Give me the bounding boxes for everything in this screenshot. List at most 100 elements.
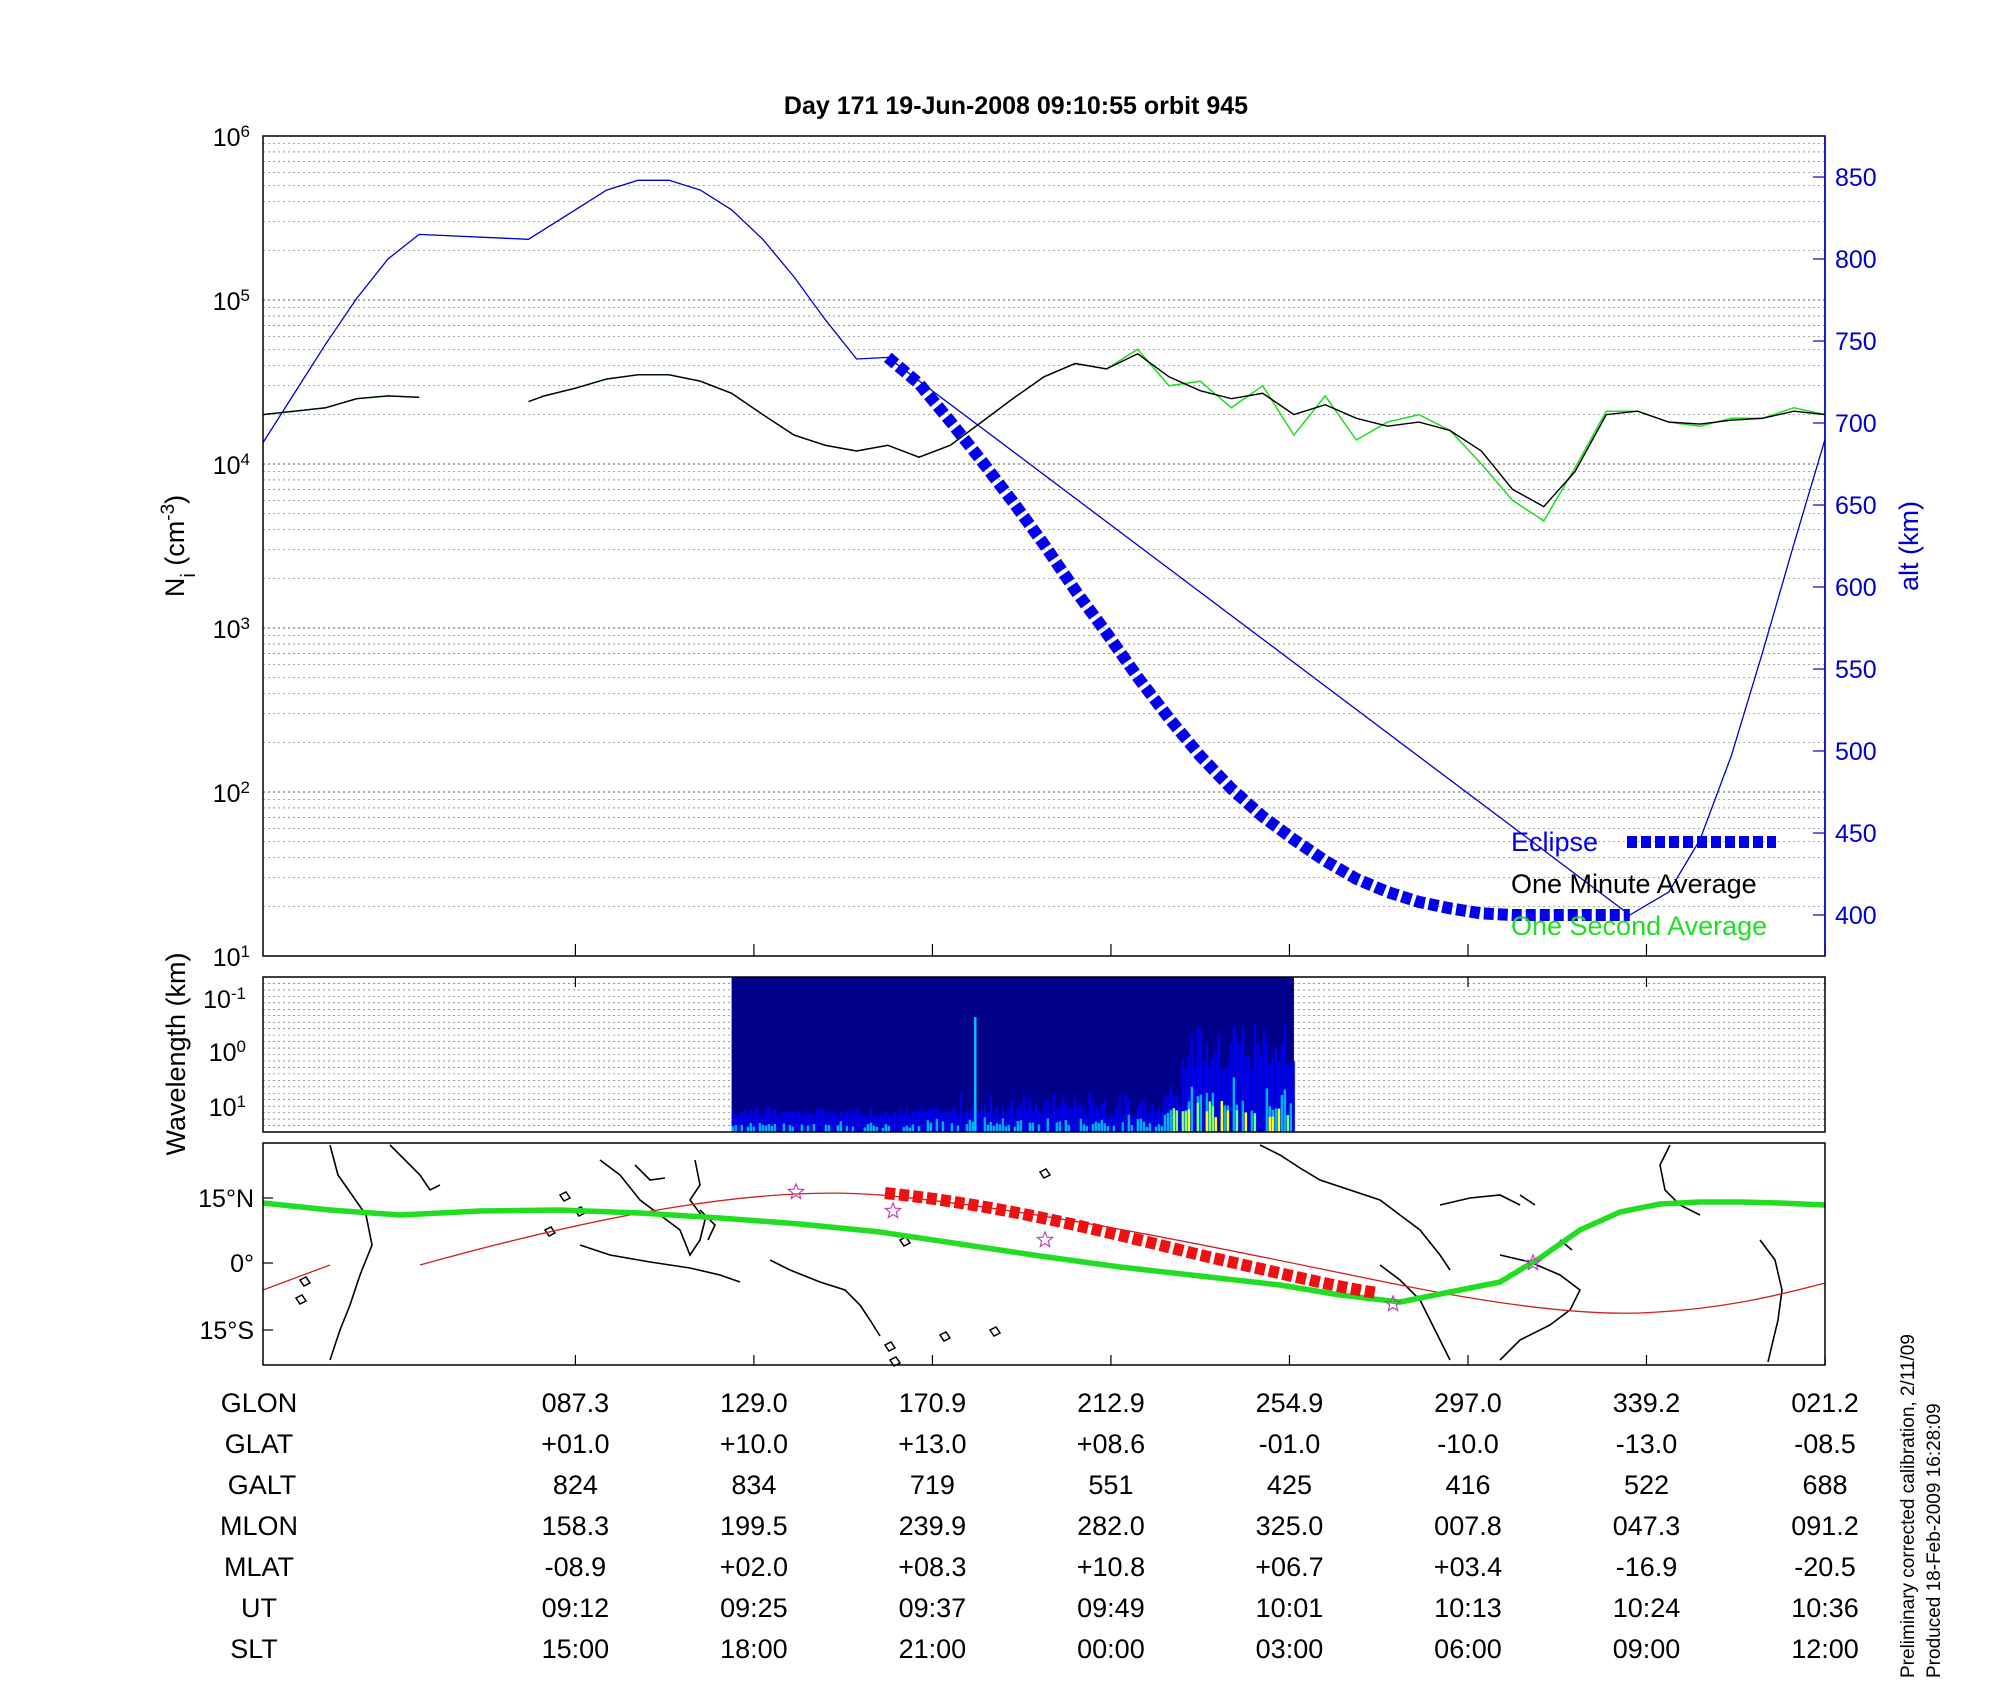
spectrogram-band	[1145, 1113, 1149, 1132]
spectrogram-band	[1142, 1121, 1146, 1132]
spectrogram-band	[1013, 1115, 1017, 1132]
spectrogram-band	[1139, 1102, 1143, 1132]
altitude-tick-label: 600	[1835, 574, 1877, 602]
spectrogram-band	[881, 1115, 885, 1132]
table-cell: -16.9	[1616, 1552, 1678, 1582]
spectrogram-band	[890, 1116, 894, 1132]
spectrogram-band	[1283, 1089, 1287, 1132]
spectrogram-band	[1220, 1069, 1224, 1132]
island-outline	[294, 1294, 308, 1305]
spectrogram-band	[1040, 1112, 1044, 1132]
spectrogram-band	[764, 1125, 768, 1132]
spectrogram-band	[1091, 1124, 1095, 1132]
island-outline	[1038, 1168, 1052, 1179]
spectrogram-band	[1130, 1116, 1134, 1132]
spectrogram-band	[1274, 1108, 1278, 1132]
spectrogram-band	[980, 1109, 984, 1132]
table-cell: 10:36	[1791, 1593, 1859, 1623]
spectrogram-band	[1097, 1122, 1101, 1132]
spectrogram-band	[1103, 1101, 1107, 1132]
spectrogram-band	[1127, 1114, 1131, 1132]
table-cell: 416	[1445, 1470, 1490, 1500]
spectrogram-band	[836, 1116, 840, 1132]
spectrogram-band	[1280, 1046, 1284, 1132]
spectrogram-band	[1268, 1116, 1272, 1132]
spectrogram-band	[1208, 1101, 1212, 1132]
coastline	[1259, 1144, 1451, 1271]
spectrogram-band	[863, 1114, 867, 1132]
spectrogram-band	[788, 1110, 792, 1132]
spectrogram-band	[1142, 1100, 1146, 1132]
spectrogram-band	[983, 1117, 987, 1132]
legend-one-second-label: One Second Average	[1511, 911, 1767, 941]
spectrogram-band	[1169, 1085, 1173, 1132]
spectrogram-band	[1139, 1118, 1143, 1132]
spectrogram-band	[971, 1121, 975, 1132]
spectrogram-band	[1184, 1066, 1188, 1132]
spectrogram-band	[782, 1112, 786, 1132]
altitude-tick-label: 500	[1835, 738, 1877, 766]
spectrogram-band	[1184, 1111, 1188, 1132]
main-plot-series	[262, 179, 1826, 921]
spectrogram-band	[881, 1127, 885, 1132]
table-cell: 09:25	[720, 1593, 788, 1623]
table-cell: 719	[910, 1470, 955, 1500]
spectrogram-band	[863, 1127, 867, 1132]
coastline	[389, 1144, 441, 1192]
spectrogram-band	[1082, 1108, 1086, 1132]
table-row-label: GLON	[221, 1388, 298, 1418]
spectrogram-band	[830, 1110, 834, 1132]
table-cell: 03:00	[1256, 1634, 1324, 1664]
orbit-track-line	[419, 1192, 1826, 1314]
spectrogram-band	[893, 1112, 897, 1132]
table-cell: -08.9	[545, 1552, 607, 1582]
spectrogram-band	[746, 1126, 750, 1132]
spectrogram-band	[812, 1123, 816, 1132]
spectrogram-band	[815, 1108, 819, 1132]
spectrogram-band	[1112, 1125, 1116, 1132]
spectrogram-band	[1274, 1047, 1278, 1132]
table-cell: 824	[553, 1470, 598, 1500]
spectrogram-band	[1097, 1109, 1101, 1132]
spectrogram-band	[1277, 1061, 1281, 1132]
spectrogram-band	[1196, 1102, 1200, 1132]
spectrogram-band	[1157, 1124, 1161, 1132]
spectrogram-band	[791, 1126, 795, 1132]
spectrogram-band	[1094, 1105, 1098, 1132]
spectrogram-band	[1034, 1102, 1038, 1132]
spectrogram-band	[1064, 1119, 1068, 1132]
spectrogram-band	[1028, 1097, 1032, 1132]
spectrogram-band	[1262, 1031, 1266, 1132]
spectrogram-band	[1007, 1107, 1011, 1132]
spectrogram-band	[1148, 1110, 1152, 1132]
spectrogram-band	[992, 1112, 996, 1132]
spectrogram-band	[779, 1114, 783, 1132]
spectrogram-band	[1145, 1127, 1149, 1132]
y-tick-label: 104	[213, 450, 250, 481]
altitude-tick-label: 550	[1835, 656, 1877, 684]
table-cell: 212.9	[1077, 1388, 1145, 1418]
table-cell: 021.2	[1791, 1388, 1859, 1418]
spectrogram-band	[1244, 1112, 1248, 1132]
spectrogram-band	[992, 1125, 996, 1132]
spectrogram-band	[1220, 1101, 1224, 1132]
table-cell: 10:24	[1613, 1593, 1681, 1623]
table-cell: 199.5	[720, 1511, 788, 1541]
spectrogram-band	[989, 1095, 993, 1132]
altitude-tick-label: 800	[1835, 246, 1877, 274]
island-outline	[988, 1326, 1002, 1337]
table-cell: 09:49	[1077, 1593, 1145, 1623]
spectrogram-band	[1019, 1120, 1023, 1132]
spectrogram-band	[1037, 1124, 1041, 1132]
table-cell: -20.5	[1794, 1552, 1856, 1582]
table-cell: 12:00	[1791, 1634, 1859, 1664]
spectrogram-band	[818, 1107, 822, 1132]
spectrogram-band	[812, 1115, 816, 1132]
spectrogram-band	[1052, 1094, 1056, 1132]
table-cell: 239.9	[899, 1511, 967, 1541]
spectrogram-band	[917, 1126, 921, 1132]
spectrogram-y-ticks: 10-1 100 101	[203, 984, 246, 1123]
island-outline	[888, 1356, 902, 1367]
table-row-label: GLAT	[225, 1429, 294, 1459]
spectrogram-band	[1031, 1111, 1035, 1132]
